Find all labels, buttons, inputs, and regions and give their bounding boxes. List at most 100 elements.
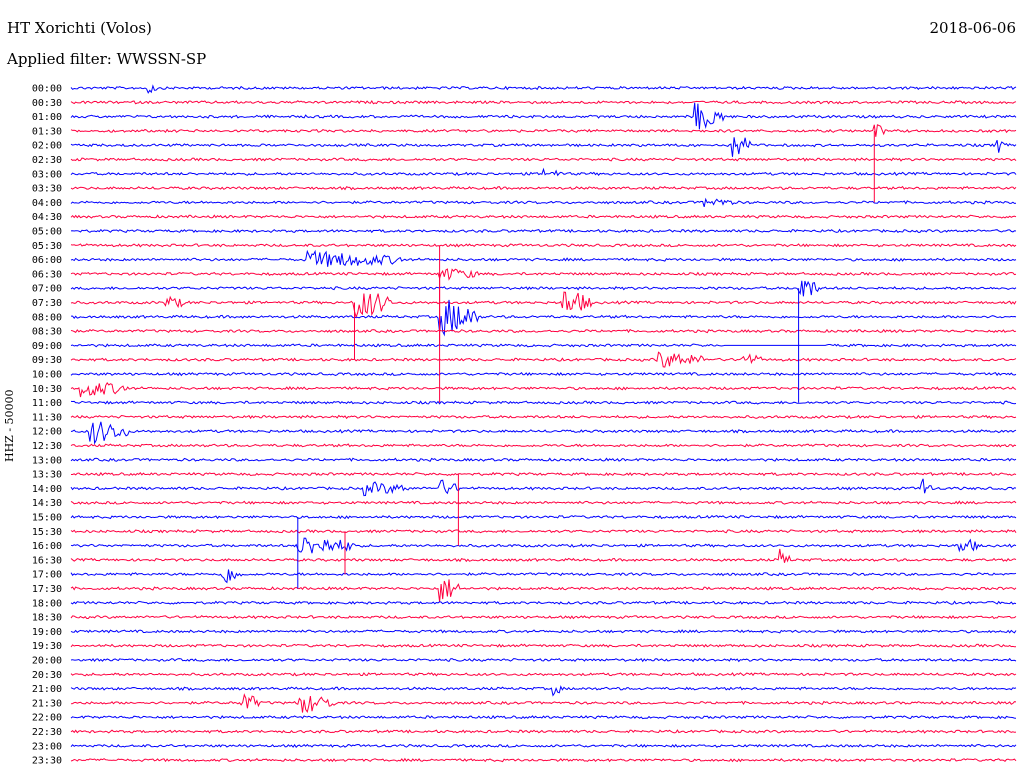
row-time-label: 16:30 [32, 555, 62, 566]
trace-row [70, 579, 1017, 602]
trace-row [70, 400, 1017, 405]
trace-row [70, 514, 1017, 520]
row-time-label: 07:30 [32, 298, 62, 309]
row-time-label: 06:00 [32, 255, 62, 266]
trace-row [70, 537, 1017, 554]
row-time-label: 05:00 [32, 227, 62, 238]
row-time-label: 09:30 [32, 355, 62, 366]
trace-row [70, 167, 1017, 177]
row-time-label: 15:30 [32, 527, 62, 538]
row-time-label: 23:00 [32, 741, 62, 752]
trace-row [70, 714, 1017, 720]
trace-row [70, 529, 1017, 534]
trace-row [70, 84, 1017, 94]
trace-row [70, 100, 1017, 105]
row-time-label: 13:00 [32, 455, 62, 466]
trace-row [70, 249, 1017, 267]
row-time-label: 17:30 [32, 584, 62, 595]
row-time-label: 02:00 [32, 141, 62, 152]
trace-row [70, 351, 1017, 368]
trace-row [70, 382, 1017, 398]
row-time-label: 10:30 [32, 384, 62, 395]
row-time-label: 00:00 [32, 84, 62, 95]
row-time-label: 22:30 [32, 727, 62, 738]
trace-row [70, 443, 1017, 448]
row-time-label: 12:30 [32, 441, 62, 452]
row-time-label: 21:00 [32, 684, 62, 695]
trace-row [70, 569, 1017, 584]
trace-row [70, 629, 1017, 634]
row-time-label: 18:30 [32, 613, 62, 624]
trace-row [70, 157, 1017, 162]
trace-row [70, 214, 1017, 219]
row-time-label: 04:00 [32, 198, 62, 209]
trace-row [70, 457, 1017, 462]
trace-row [70, 421, 1017, 445]
row-time-label: 16:00 [32, 541, 62, 552]
trace-row [70, 548, 1017, 563]
filter-label: Applied filter: WWSSN-SP [7, 50, 207, 68]
row-time-label: 15:00 [32, 513, 62, 524]
row-time-label: 20:00 [32, 656, 62, 667]
trace-row [70, 615, 1017, 620]
row-time-label: 14:00 [32, 484, 62, 495]
trace-row [70, 414, 1017, 420]
row-time-label: 20:30 [32, 670, 62, 681]
row-time-label: 02:30 [32, 155, 62, 166]
row-time-label: 19:00 [32, 627, 62, 638]
row-time-label: 19:30 [32, 641, 62, 652]
date-label: 2018-06-06 [929, 19, 1016, 37]
row-time-label: 21:30 [32, 698, 62, 709]
trace-row [70, 102, 1017, 130]
trace-row [70, 685, 1017, 697]
trace-row [71, 299, 1017, 337]
row-time-label: 01:30 [32, 126, 62, 137]
row-time-label: 05:30 [32, 241, 62, 252]
row-time-label: 13:30 [32, 470, 62, 481]
row-time-label: 14:30 [32, 498, 62, 509]
row-time-label: 12:00 [32, 427, 62, 438]
trace-row [70, 243, 1017, 248]
trace-row [70, 197, 1017, 208]
trace-row [70, 228, 1017, 234]
row-time-label: 04:30 [32, 212, 62, 223]
trace-row [70, 268, 1017, 281]
row-time-label: 08:00 [32, 312, 62, 323]
trace-row [70, 343, 1017, 348]
row-time-label: 23:30 [32, 756, 62, 767]
trace-row [70, 693, 1017, 713]
trace-row [70, 757, 1017, 763]
row-time-label: 09:00 [32, 341, 62, 352]
trace-row [70, 280, 1017, 297]
row-time-label: 18:00 [32, 598, 62, 609]
trace-row [70, 185, 1017, 191]
row-time-label: 11:00 [32, 398, 62, 409]
trace-row [70, 600, 1017, 605]
row-time-label: 22:00 [32, 713, 62, 724]
row-time-label: 07:00 [32, 284, 62, 295]
trace-row [70, 478, 1017, 497]
row-time-label: 01:00 [32, 112, 62, 123]
row-time-label: 10:00 [32, 370, 62, 381]
row-time-label: 11:30 [32, 412, 62, 423]
row-time-label: 08:30 [32, 327, 62, 338]
trace-row [70, 328, 1017, 334]
trace-row [70, 291, 1017, 319]
station-title: HT Xorichti (Volos) [7, 19, 152, 37]
trace-row [70, 137, 1017, 157]
trace-row [70, 124, 1017, 137]
trace-row [70, 657, 1017, 663]
row-time-label: 00:30 [32, 98, 62, 109]
row-time-label: 06:30 [32, 269, 62, 280]
trace-row [70, 729, 1017, 734]
row-time-label: 03:30 [32, 184, 62, 195]
trace-row [70, 743, 1017, 748]
trace-row [70, 672, 1017, 677]
row-time-label: 03:00 [32, 169, 62, 180]
trace-row [71, 471, 1017, 477]
trace-row [70, 643, 1016, 648]
trace-row [70, 500, 1017, 505]
trace-row [70, 371, 1017, 377]
row-time-label: 17:00 [32, 570, 62, 581]
